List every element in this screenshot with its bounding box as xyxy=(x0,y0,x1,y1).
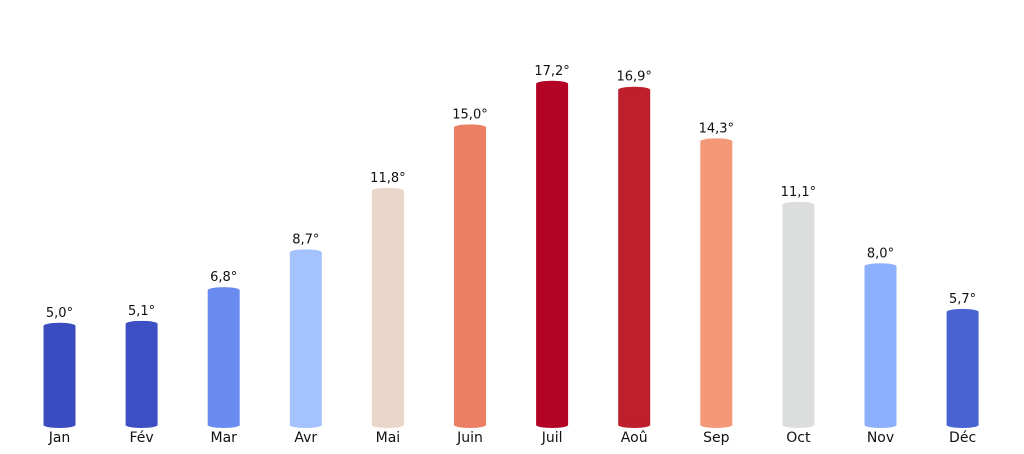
value-labels-group: 5,0° 5,1° 6,8° 8,7° 11,8° 15,0° 17,2° 16,9° 14,3… xyxy=(46,64,976,321)
bar-body xyxy=(782,204,815,425)
bar-fév xyxy=(125,320,158,428)
bar-avr xyxy=(289,249,322,428)
x-tick-label-oct: Oct xyxy=(786,430,811,446)
x-tick-label-nov: Nov xyxy=(867,430,894,446)
bar-body xyxy=(289,252,322,425)
value-label-avr: 8,7° xyxy=(292,232,319,247)
bars-group xyxy=(43,80,979,428)
bar-body xyxy=(371,190,404,425)
bar-body xyxy=(946,311,979,425)
value-label-aoû: 16,9° xyxy=(616,70,651,85)
bar-body xyxy=(700,141,733,426)
bar-body xyxy=(536,83,569,426)
x-tick-label-sep: Sep xyxy=(703,430,730,446)
value-label-juin: 15,0° xyxy=(452,107,487,122)
x-tick-label-juil: Juil xyxy=(541,430,563,446)
bar-mar xyxy=(207,287,240,428)
bar-bottom-cap xyxy=(371,422,404,428)
bar-body xyxy=(207,290,240,425)
x-tick-label-fév: Fév xyxy=(130,430,154,446)
bar-top-cap xyxy=(782,201,815,208)
bar-bottom-cap xyxy=(946,422,979,428)
bar-top-cap xyxy=(43,322,76,329)
bar-top-cap xyxy=(618,86,651,93)
x-tick-label-jan: Jan xyxy=(48,430,71,446)
bar-juil xyxy=(536,80,569,428)
value-label-mar: 6,8° xyxy=(210,270,237,285)
bar-bottom-cap xyxy=(207,422,240,428)
bar-mai xyxy=(371,187,404,428)
bar-top-cap xyxy=(207,287,240,294)
bar-bottom-cap xyxy=(700,422,733,428)
bar-bottom-cap xyxy=(454,422,486,428)
bar-top-cap xyxy=(454,124,486,131)
bar-body xyxy=(618,89,651,425)
bar-bottom-cap xyxy=(43,422,76,428)
bar-déc xyxy=(946,308,979,428)
bar-bottom-cap xyxy=(289,422,322,428)
bar-bottom-cap xyxy=(618,422,651,428)
bar-top-cap xyxy=(946,308,979,315)
x-tick-label-juin: Juin xyxy=(456,430,483,446)
value-label-déc: 5,7° xyxy=(949,292,976,307)
bar-top-cap xyxy=(864,263,897,270)
value-label-juil: 17,2° xyxy=(534,64,569,79)
bar-top-cap xyxy=(289,249,322,256)
bar-sep xyxy=(700,138,733,428)
value-label-mai: 11,8° xyxy=(370,171,405,186)
bar-body xyxy=(454,127,486,425)
value-label-nov: 8,0° xyxy=(867,246,894,261)
value-label-sep: 14,3° xyxy=(699,121,734,136)
x-tick-label-déc: Déc xyxy=(949,430,976,446)
value-label-jan: 5,0° xyxy=(46,306,73,321)
value-label-oct: 11,1° xyxy=(781,185,816,200)
bar-top-cap xyxy=(536,80,569,87)
bar-body xyxy=(864,266,897,425)
x-tick-label-aoû: Aoû xyxy=(621,430,648,446)
x-tick-labels-group: Jan Fév Mar Avr Mai Juin Juil Aoû Sep Oct Nov Déc xyxy=(48,430,976,446)
bar-bottom-cap xyxy=(782,422,815,428)
bar-bottom-cap xyxy=(125,422,158,428)
bar-juin xyxy=(454,124,486,428)
bar-top-cap xyxy=(700,138,733,145)
bar-bottom-cap xyxy=(864,422,897,428)
x-tick-label-mai: Mai xyxy=(376,430,401,446)
bar-body xyxy=(43,325,76,425)
bar-body xyxy=(125,323,158,425)
bar-nov xyxy=(864,263,897,428)
bar-oct xyxy=(782,201,815,428)
x-tick-label-avr: Avr xyxy=(294,430,317,446)
bar-top-cap xyxy=(125,320,158,327)
value-label-fév: 5,1° xyxy=(128,304,155,319)
bar-top-cap xyxy=(371,187,404,194)
bar-bottom-cap xyxy=(536,422,569,428)
bar-jan xyxy=(43,322,76,428)
x-tick-label-mar: Mar xyxy=(210,430,237,446)
bar-aoû xyxy=(618,86,651,428)
